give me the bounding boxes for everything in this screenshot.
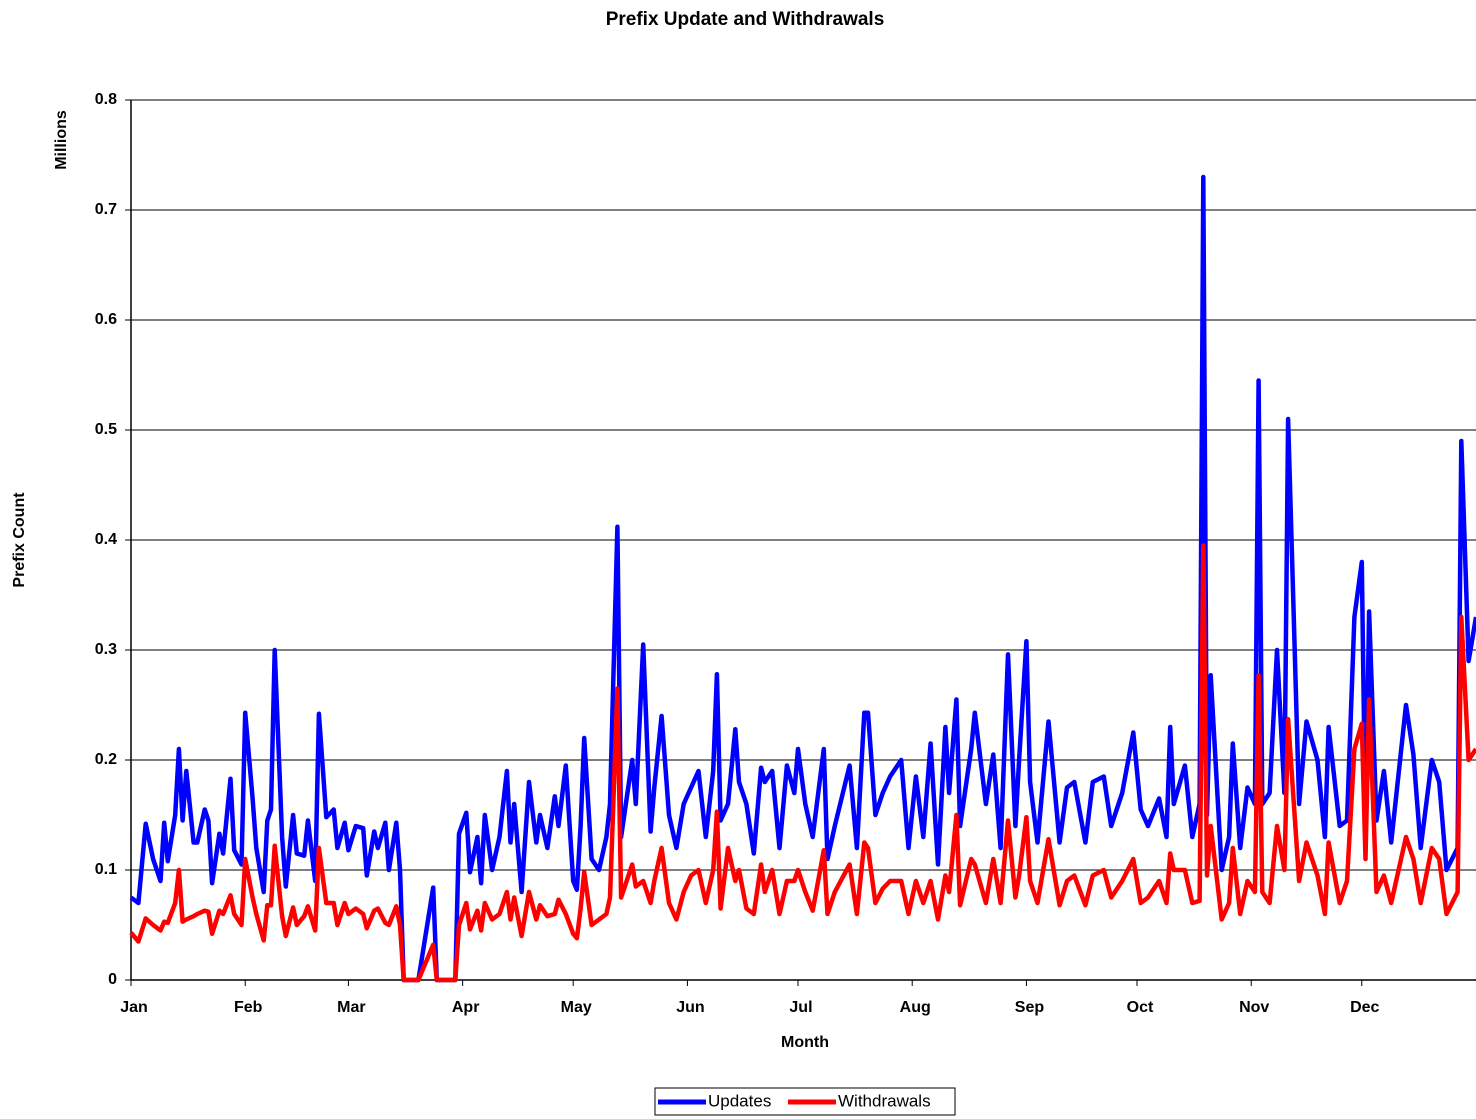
y-tick-label: 0.3 xyxy=(95,641,117,658)
data-line xyxy=(129,543,1476,983)
legend-label: Updates xyxy=(708,1091,771,1110)
x-tick-label: Dec xyxy=(1350,999,1379,1016)
x-axis-label: Month xyxy=(781,1034,829,1051)
y-tick-label: 0.7 xyxy=(95,201,117,218)
y-tick-label: 0.6 xyxy=(95,311,117,328)
x-tick-label: Nov xyxy=(1239,999,1269,1016)
y-tick-label: 0.1 xyxy=(95,861,117,878)
y-unit-label: Millions xyxy=(53,110,70,170)
x-tick-label: Sep xyxy=(1015,999,1045,1016)
chart-title: Prefix Update and Withdrawals xyxy=(606,9,885,30)
y-tick-label: 0.2 xyxy=(95,751,117,768)
x-tick-label: May xyxy=(561,999,592,1016)
y-tick-label: 0 xyxy=(108,971,117,988)
x-tick-label: Jan xyxy=(120,999,148,1016)
x-tick-label: Feb xyxy=(234,999,263,1016)
data-line xyxy=(129,174,1476,983)
y-tick-label: 0.4 xyxy=(95,531,117,548)
x-tick-label: Apr xyxy=(452,999,480,1016)
x-tick-label: Aug xyxy=(900,999,931,1016)
y-tick-label: 0.5 xyxy=(95,421,117,438)
y-axis-label: Prefix Count xyxy=(11,492,28,588)
legend-label: Withdrawals xyxy=(838,1091,931,1110)
x-tick-label: Oct xyxy=(1127,999,1154,1016)
x-tick-label: Mar xyxy=(337,999,365,1016)
x-tick-label: Jul xyxy=(789,999,812,1016)
x-tick-label: Jun xyxy=(676,999,704,1016)
y-tick-label: 0.8 xyxy=(95,91,117,108)
